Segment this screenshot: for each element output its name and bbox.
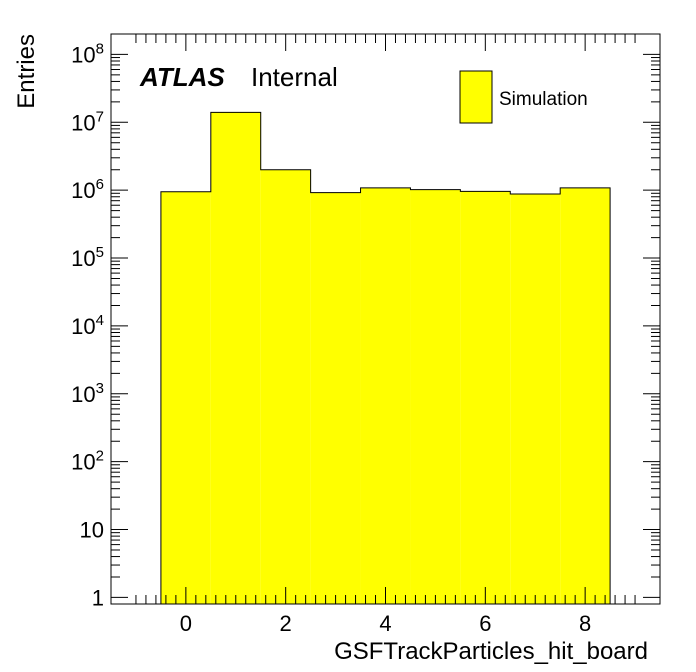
x-axis-tick-labels: 0 2 4 6 8 [180, 611, 592, 636]
x-tick-label: 2 [280, 611, 292, 636]
y-tick-label: 1 [92, 585, 104, 610]
histogram-bar [160, 191, 211, 605]
atlas-label: ATLAS [139, 62, 225, 92]
histogram-bar [410, 189, 461, 605]
x-tick-label: 0 [180, 611, 192, 636]
y-axis-label: Entries [13, 34, 40, 109]
histogram-bar [260, 169, 311, 605]
x-tick-label: 6 [479, 611, 491, 636]
y-tick-label: 103 [71, 380, 104, 407]
histogram-outline [160, 111, 611, 604]
x-tick-label: 8 [579, 611, 591, 636]
y-tick-label: 106 [71, 176, 104, 203]
y-tick-label: 102 [71, 448, 104, 475]
histogram-bar [210, 112, 261, 604]
legend-swatch-simulation [459, 70, 493, 124]
y-tick-label: 105 [71, 244, 104, 271]
histogram-bar [560, 187, 611, 605]
x-axis-ticks [135, 34, 636, 604]
legend-label-simulation: Simulation [499, 89, 588, 110]
y-tick-label: 107 [71, 108, 104, 135]
internal-label: Internal [251, 62, 338, 92]
legend: Simulation [459, 70, 588, 124]
y-tick-label: 10 [80, 518, 104, 543]
y-tick-label: 108 [71, 40, 104, 67]
histogram-bars [160, 111, 611, 605]
histogram-bar [460, 191, 511, 604]
x-axis-label: GSFTrackParticles_hit_board [334, 638, 648, 665]
histogram-bar [360, 187, 411, 605]
histogram-bar [510, 193, 561, 604]
histogram-bar [310, 192, 361, 604]
x-tick-label: 4 [379, 611, 391, 636]
y-axis-tick-labels: 1 10 102 103 104 105 106 107 108 [71, 40, 104, 610]
y-tick-label: 104 [71, 312, 104, 339]
y-axis-ticks [111, 33, 660, 598]
